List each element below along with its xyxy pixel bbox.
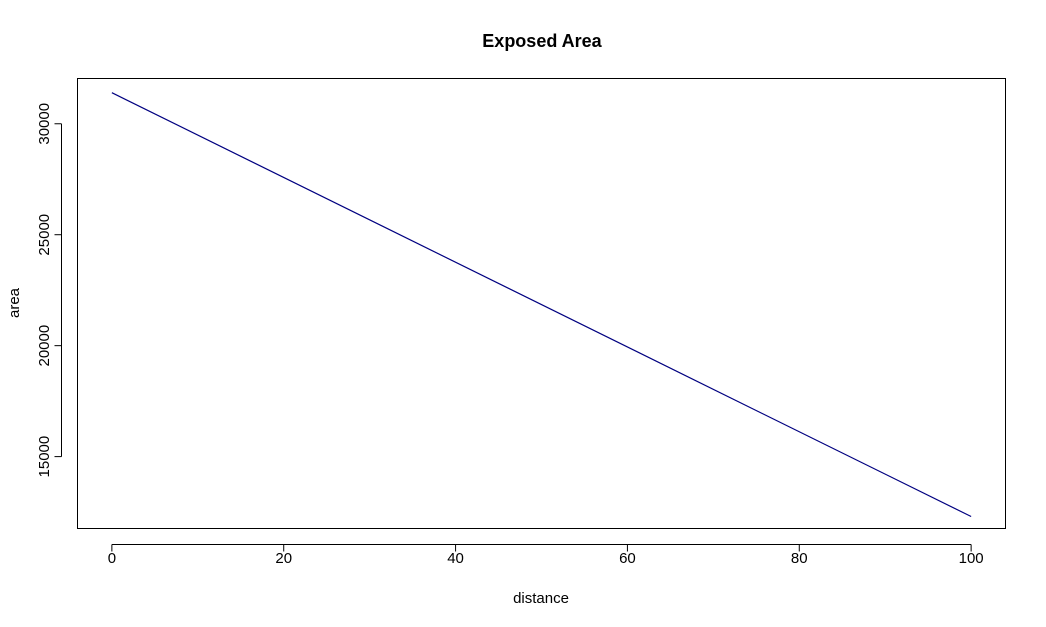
x-tick-label: 20 (275, 550, 292, 567)
chart-title: Exposed Area (482, 31, 602, 51)
x-axis: 0 20 40 60 80 100 (108, 544, 984, 567)
series-layer (111, 92, 972, 518)
x-tick-label: 100 (959, 550, 984, 567)
x-axis-label: distance (513, 590, 569, 607)
y-tick-label: 20000 (36, 325, 53, 367)
x-tick-label: 0 (108, 550, 116, 567)
y-tick-label: 25000 (36, 214, 53, 256)
series-line-0 (111, 92, 972, 518)
y-tick-label: 15000 (36, 436, 53, 478)
x-tick-label: 60 (619, 550, 636, 567)
plot-frame (77, 78, 1006, 529)
x-tick-label: 40 (447, 550, 464, 567)
y-axis: 15000 20000 25000 30000 (36, 103, 62, 478)
y-tick-label: 30000 (36, 103, 53, 145)
y-axis-label: area (6, 287, 23, 318)
x-tick-label: 80 (791, 550, 808, 567)
